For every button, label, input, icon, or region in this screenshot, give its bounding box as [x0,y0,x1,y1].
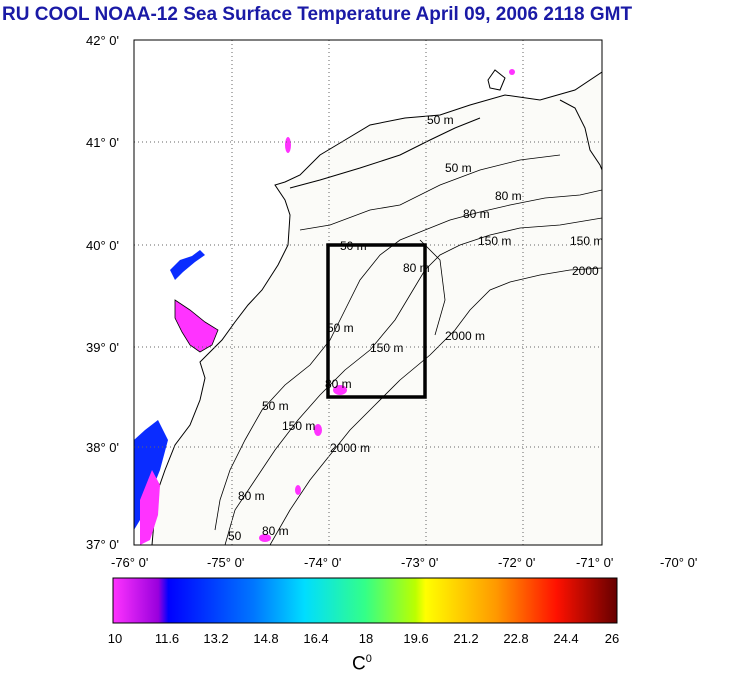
cbar-tick-label: 22.8 [503,631,528,646]
contour-label: 50 m [427,113,454,127]
lon-label: -71° 0' [576,555,613,570]
contour-label: 80 m [262,524,289,538]
unit-superscript: 0 [365,653,372,665]
contour-label: 150 m [478,234,511,248]
cbar-tick-label: 19.6 [403,631,428,646]
contour-label: 80 m [403,261,430,275]
lat-label: 38° 0' [86,440,119,455]
cbar-tick-label: 13.2 [203,631,228,646]
color-bar-ticks: 10 11.6 13.2 14.8 16.4 18 19.6 21.2 22.8… [108,631,619,646]
coastal-warm-water [140,470,160,545]
contour-label: 80 m [325,377,352,391]
contour-label: 80 m [495,189,522,203]
lon-label: -70° 0' [660,555,697,570]
lat-label: 37° 0' [86,537,119,552]
offshore-warm-patches [259,69,515,542]
cbar-tick-label: 16.4 [303,631,328,646]
contour-label: 150 m [370,341,403,355]
contour-label: 2000 [572,264,599,278]
contour-label: 50 m [327,321,354,335]
study-area-box [326,243,427,399]
lon-label: -73° 0' [401,555,438,570]
island-coast [487,69,506,91]
color-bar [112,577,618,624]
cbar-tick-label: 18 [359,631,373,646]
cbar-tick-label: 11.6 [155,631,179,646]
lon-label: -76° 0' [111,555,148,570]
map-title: RU COOL NOAA-12 Sea Surface Temperature … [2,4,633,25]
contour-label: 50 m [445,161,472,175]
contour-label: 50 [228,529,242,543]
lat-label: 41° 0' [86,135,119,150]
cbar-tick-label: 24.4 [553,631,578,646]
river-cold-water [170,250,205,280]
cbar-tick-label: 21.2 [453,631,478,646]
contour-label: 150 m [282,419,315,433]
lon-label: -75° 0' [207,555,244,570]
cbar-tick-label: 10 [108,631,122,646]
lon-label: -72° 0' [498,555,535,570]
unit-base: C [352,653,366,675]
bay-warm-water [174,299,219,353]
contour-label: 2000 m [445,329,485,343]
lat-label: 42° 0' [86,33,119,48]
contour-label: 80 m [238,489,265,503]
lon-label: -74° 0' [304,555,341,570]
contour-label: 2000 m [330,441,370,455]
lat-label: 39° 0' [86,340,119,355]
contour-label: 80 m [463,207,490,221]
lat-label: 40° 0' [86,238,119,253]
contour-label: 50 m [262,399,289,413]
color-bar-unit: C0 [352,653,372,675]
land-outline [134,40,602,545]
cape-coast [559,99,602,171]
bathymetry-contours [214,154,602,545]
cbar-tick-label: 26 [605,631,619,646]
contour-label: 150 m [570,234,603,248]
cbar-tick-label: 14.8 [253,631,278,646]
long-island-coast [289,117,481,189]
plot-frame [133,39,603,546]
